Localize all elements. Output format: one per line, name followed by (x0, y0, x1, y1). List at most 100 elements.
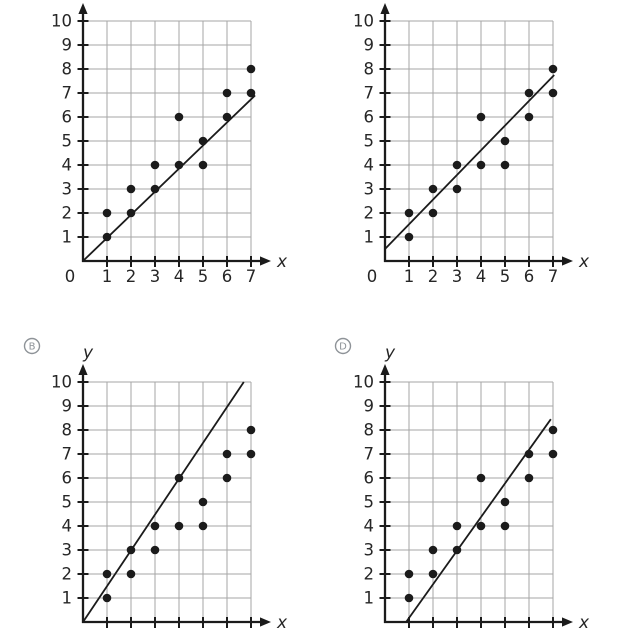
y-tick-label: 9 (364, 36, 375, 55)
y-tick-label: 7 (62, 445, 73, 464)
y-tick-labels: 1 2 3 4 5 6 7 8 9 10 (51, 12, 72, 247)
y-tick-label: 8 (62, 60, 73, 79)
x-tick-label: 2 (428, 267, 439, 286)
data-point (174, 521, 184, 531)
y-tick-label: 10 (353, 373, 374, 392)
y-tick-label: 1 (364, 589, 375, 608)
data-point (246, 88, 256, 98)
y-tick-label: 5 (364, 132, 375, 151)
x-tick-label: 6 (524, 267, 535, 286)
data-point (102, 232, 112, 242)
data-point (126, 545, 136, 555)
data-point (524, 112, 534, 122)
trend-line (82, 381, 245, 623)
data-point (404, 569, 414, 579)
data-point (222, 88, 232, 98)
data-points (404, 64, 558, 242)
option-letter: B (29, 342, 36, 353)
data-point (150, 184, 160, 194)
data-point (452, 545, 462, 555)
data-point (198, 160, 208, 170)
y-tick-label: 9 (364, 397, 375, 416)
data-point (476, 160, 486, 170)
y-tick-label: 4 (62, 156, 73, 175)
data-point (548, 449, 558, 459)
data-points (102, 425, 256, 603)
y-tick-label: 9 (62, 36, 73, 55)
answer-option-badge[interactable]: D (334, 337, 352, 355)
data-point (404, 593, 414, 603)
x-axis-label: x (578, 613, 590, 628)
data-point (222, 473, 232, 483)
data-point (198, 497, 208, 507)
axes (81, 373, 262, 624)
y-tick-label: 8 (364, 421, 375, 440)
data-point (198, 136, 208, 146)
x-axis-arrow-icon (260, 617, 271, 627)
tick-marks (379, 20, 554, 267)
axes (81, 12, 262, 263)
data-point (150, 160, 160, 170)
data-point (452, 521, 462, 531)
y-tick-label: 4 (364, 156, 375, 175)
data-point (548, 425, 558, 435)
y-tick-labels: 1 2 3 4 5 6 7 8 9 10 (353, 12, 374, 247)
grid-lines (83, 20, 252, 261)
x-tick-label: 7 (246, 267, 257, 286)
trend-line (82, 94, 256, 262)
data-point (548, 88, 558, 98)
x-tick-label: 5 (500, 267, 511, 286)
data-point (174, 112, 184, 122)
axes (383, 373, 564, 624)
y-tick-label: 8 (62, 421, 73, 440)
y-axis-arrow-icon (380, 3, 390, 14)
y-axis-arrow-icon (78, 3, 88, 14)
option-letter: D (339, 342, 347, 353)
data-point (524, 88, 534, 98)
x-tick-label: 4 (476, 267, 487, 286)
y-tick-label: 10 (353, 12, 374, 31)
y-tick-label: 6 (364, 108, 375, 127)
data-point (500, 497, 510, 507)
tick-marks (77, 20, 252, 267)
x-tick-label: 4 (174, 267, 185, 286)
y-tick-label: 4 (364, 517, 375, 536)
origin-label: 0 (367, 267, 378, 286)
answer-option-badge[interactable]: B (23, 337, 41, 355)
y-tick-label: 5 (62, 493, 73, 512)
y-tick-label: 1 (62, 228, 73, 247)
data-point (452, 160, 462, 170)
axes (383, 12, 564, 263)
x-axis-arrow-icon (562, 617, 573, 627)
tick-marks (379, 381, 554, 628)
data-point (500, 136, 510, 146)
option-circle-icon[interactable] (334, 337, 352, 355)
x-tick-label: 2 (126, 267, 137, 286)
x-axis-arrow-icon (260, 256, 271, 266)
option-circle-icon[interactable] (23, 337, 41, 355)
scatter-option-D: 1 2 3 4 5 6 7 8 9 10 x y D (334, 337, 590, 628)
x-tick-label: 1 (102, 267, 113, 286)
data-point (246, 449, 256, 459)
x-tick-label: 3 (452, 267, 463, 286)
data-point (404, 232, 414, 242)
chart-option-top-right: 1 2 3 4 5 6 7 8 9 10 1 2 3 4 5 6 7 0 x (302, 0, 614, 300)
data-point (126, 569, 136, 579)
y-tick-labels: 1 2 3 4 5 6 7 8 9 10 (353, 373, 374, 608)
data-point (428, 184, 438, 194)
data-point (150, 545, 160, 555)
y-tick-label: 3 (62, 180, 73, 199)
y-tick-labels: 1 2 3 4 5 6 7 8 9 10 (51, 373, 72, 608)
y-axis-arrow-icon (78, 364, 88, 375)
tick-marks (77, 381, 252, 628)
y-tick-label: 10 (51, 373, 72, 392)
y-tick-label: 8 (364, 60, 375, 79)
y-tick-label: 3 (62, 541, 73, 560)
data-point (102, 593, 112, 603)
data-point (126, 208, 136, 218)
data-point (524, 473, 534, 483)
y-axis-arrow-icon (380, 364, 390, 375)
